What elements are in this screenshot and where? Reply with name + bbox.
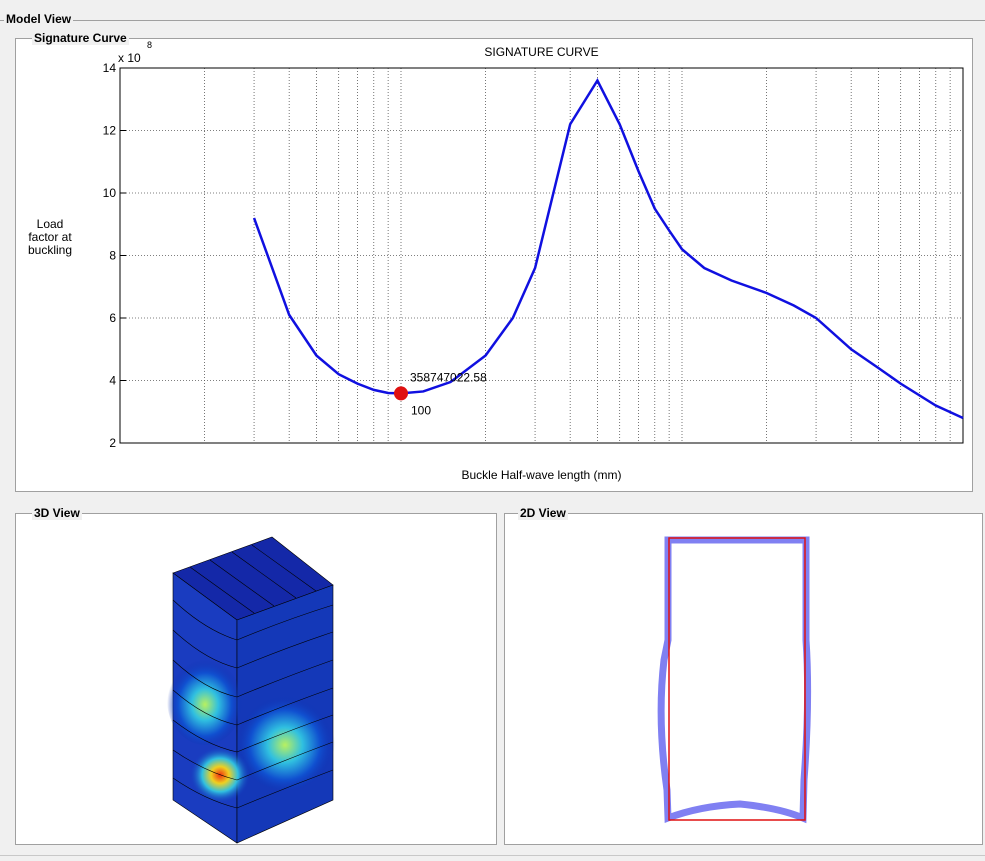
min-value-label: 358747022.58	[410, 370, 487, 384]
app-window: Model View Signature Curve 3D View 2D Vi…	[0, 0, 985, 861]
x-axis-label: Buckle Half-wave length (mm)	[461, 468, 621, 482]
y-tick-label: 4	[109, 374, 116, 388]
min-marker	[394, 386, 408, 400]
y-tick-label: 12	[103, 124, 117, 138]
signature-curve	[254, 81, 963, 419]
chart: 2 4 6 8 10 12 14x 10 8 SIGNATURE CURVE Buckle Hal…	[0, 0, 985, 861]
y-tick-label: 2	[109, 436, 116, 450]
min-x-label: 100	[411, 403, 431, 417]
y-tick-label: 8	[109, 249, 116, 263]
chart-title: SIGNATURE CURVE	[484, 45, 598, 59]
y-multiplier-exponent: 8	[147, 40, 152, 50]
model-2d	[661, 538, 807, 820]
y-tick-label: 6	[109, 311, 116, 325]
model-3d	[167, 537, 335, 843]
y-tick-label: 14	[103, 61, 117, 75]
y-multiplier: x 10	[118, 51, 141, 65]
y-tick-label: 10	[103, 186, 117, 200]
